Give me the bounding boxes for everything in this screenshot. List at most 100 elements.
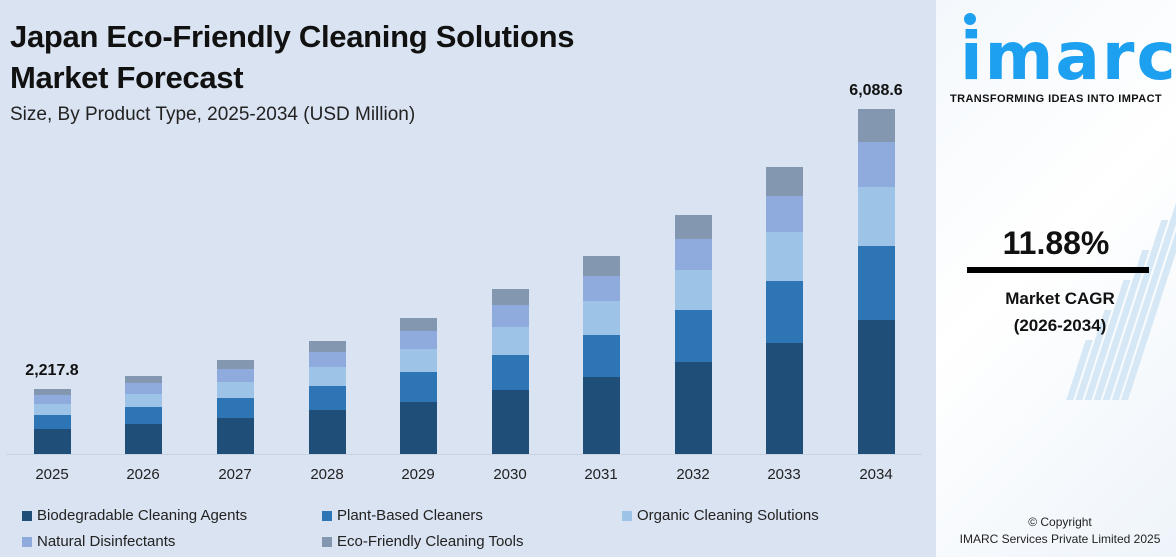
- bar-segment-biodegradable-cleaning-agents: [309, 410, 346, 454]
- legend-swatch-icon: [322, 510, 332, 521]
- legend-label: Organic Cleaning Solutions: [637, 507, 819, 524]
- chart-title: Japan Eco-Friendly Cleaning Solutions Ma…: [10, 16, 575, 98]
- bar-segment-organic-cleaning-solutions: [675, 269, 712, 311]
- bar-segment-plant-based-cleaners: [309, 386, 346, 411]
- cagr-divider: [967, 267, 1149, 273]
- bar-segment-plant-based-cleaners: [675, 310, 712, 362]
- bar-segment-organic-cleaning-solutions: [217, 381, 254, 398]
- x-tick-label: 2032: [676, 466, 710, 483]
- x-tick-label: 2027: [218, 466, 252, 483]
- bar-segment-eco-friendly-cleaning-tools: [583, 256, 620, 276]
- copyright: © Copyright IMARC Services Private Limit…: [936, 514, 1176, 548]
- legend-label: Biodegradable Cleaning Agents: [37, 507, 248, 524]
- legend-label: Natural Disinfectants: [37, 533, 176, 550]
- bar-segment-natural-disinfectants: [492, 305, 529, 327]
- bar-segment-eco-friendly-cleaning-tools: [309, 341, 346, 352]
- x-tick-label: 2028: [310, 466, 344, 483]
- bar-2030: [492, 289, 529, 454]
- x-tick-label: 2025: [35, 466, 69, 483]
- bar-segment-biodegradable-cleaning-agents: [217, 417, 254, 454]
- bar-segment-natural-disinfectants: [583, 275, 620, 302]
- bar-segment-eco-friendly-cleaning-tools: [492, 289, 529, 306]
- bar-segment-organic-cleaning-solutions: [309, 366, 346, 387]
- bar-segment-eco-friendly-cleaning-tools: [675, 215, 712, 240]
- bar-2034: [858, 109, 895, 454]
- bar-segment-organic-cleaning-solutions: [400, 349, 437, 373]
- bar-segment-eco-friendly-cleaning-tools: [766, 167, 803, 197]
- bar-2025: [34, 389, 71, 454]
- legend-item: Natural Disinfectants: [22, 533, 175, 550]
- imarc-logo: imarc: [948, 10, 1176, 110]
- bar-segment-natural-disinfectants: [34, 395, 71, 405]
- legend-item: Plant-Based Cleaners: [322, 507, 483, 524]
- bar-segment-natural-disinfectants: [125, 383, 162, 394]
- bar-segment-plant-based-cleaners: [400, 372, 437, 402]
- bar-segment-plant-based-cleaners: [583, 335, 620, 378]
- x-tick-label: 2033: [767, 466, 801, 483]
- bar-2033: [766, 167, 803, 454]
- bar-segment-eco-friendly-cleaning-tools: [217, 360, 254, 369]
- bar-segment-biodegradable-cleaning-agents: [34, 429, 71, 454]
- bar-segment-biodegradable-cleaning-agents: [125, 423, 162, 454]
- bar-segment-eco-friendly-cleaning-tools: [858, 109, 895, 143]
- bar-segment-organic-cleaning-solutions: [858, 187, 895, 247]
- legend-item: Eco-Friendly Cleaning Tools: [322, 533, 523, 550]
- bar-2026: [125, 376, 162, 454]
- bar-segment-biodegradable-cleaning-agents: [583, 377, 620, 454]
- title-line-1: Japan Eco-Friendly Cleaning Solutions: [10, 19, 575, 54]
- bar-segment-organic-cleaning-solutions: [583, 301, 620, 336]
- bar-segment-natural-disinfectants: [400, 331, 437, 350]
- bar-segment-plant-based-cleaners: [125, 407, 162, 424]
- bar-segment-eco-friendly-cleaning-tools: [400, 318, 437, 332]
- plot-area: 2025 2,217.8 2026 2027 2028 2029 2030 2031 2032 2…: [6, 82, 922, 483]
- bar-segment-natural-disinfectants: [217, 368, 254, 382]
- bar-segment-eco-friendly-cleaning-tools: [125, 376, 162, 384]
- x-tick-label: 2030: [493, 466, 527, 483]
- bar-segment-organic-cleaning-solutions: [766, 232, 803, 282]
- info-panel: imarc TRANSFORMING IDEAS INTO IMPACT 11.…: [936, 0, 1176, 557]
- brand-tagline: TRANSFORMING IDEAS INTO IMPACT: [950, 93, 1163, 105]
- cagr-label-text: Market CAGR: [1005, 289, 1115, 308]
- bar-2032: [675, 215, 712, 454]
- x-tick-label: 2029: [401, 466, 435, 483]
- bar-2031: [583, 256, 620, 454]
- legend-label: Eco-Friendly Cleaning Tools: [337, 533, 524, 550]
- legend-swatch-icon: [22, 510, 32, 521]
- bar-segment-biodegradable-cleaning-agents: [766, 342, 803, 454]
- bar-segment-natural-disinfectants: [766, 196, 803, 233]
- legend: Biodegradable Cleaning Agents Plant-Based…: [22, 507, 922, 557]
- x-tick-label: 2026: [126, 466, 160, 483]
- x-axis-line: [6, 454, 922, 455]
- bar-segment-organic-cleaning-solutions: [492, 326, 529, 355]
- bar-2027: [217, 360, 254, 454]
- cagr-value: 11.88%: [1002, 225, 1110, 261]
- legend-swatch-icon: [22, 536, 32, 547]
- x-tick-label: 2034: [859, 466, 893, 483]
- data-label-2034: 6,088.6: [849, 82, 903, 99]
- cagr-period: (2026-2034): [1013, 316, 1107, 335]
- bar-segment-biodegradable-cleaning-agents: [675, 361, 712, 454]
- bar-segment-biodegradable-cleaning-agents: [858, 320, 895, 454]
- background-chart-decoration: [1066, 150, 1176, 400]
- cagr-label: Market CAGR (2026-2034): [936, 285, 1176, 339]
- bar-segment-plant-based-cleaners: [217, 397, 254, 418]
- copyright-line-1: © Copyright: [1028, 515, 1092, 529]
- legend-swatch-icon: [322, 536, 332, 547]
- data-label-2025: 2,217.8: [25, 362, 79, 379]
- copyright-line-2: IMARC Services Private Limited 2025: [959, 532, 1161, 546]
- bar-segment-natural-disinfectants: [858, 142, 895, 188]
- bar-segment-eco-friendly-cleaning-tools: [34, 389, 71, 396]
- bar-segment-organic-cleaning-solutions: [125, 393, 162, 408]
- chart-subtitle: Size, By Product Type, 2025-2034 (USD Mi…: [10, 104, 416, 125]
- bar-segment-natural-disinfectants: [309, 351, 346, 367]
- bar-segment-organic-cleaning-solutions: [34, 404, 71, 416]
- bar-segment-plant-based-cleaners: [766, 281, 803, 343]
- bar-2029: [400, 318, 437, 454]
- legend-swatch-icon: [622, 510, 632, 521]
- bar-segment-biodegradable-cleaning-agents: [400, 401, 437, 454]
- bar-segment-natural-disinfectants: [675, 239, 712, 270]
- bar-2028: [309, 341, 346, 454]
- title-line-2: Market Forecast: [10, 60, 244, 95]
- logo-text: imarc: [960, 18, 1176, 95]
- legend-item: Organic Cleaning Solutions: [622, 507, 819, 524]
